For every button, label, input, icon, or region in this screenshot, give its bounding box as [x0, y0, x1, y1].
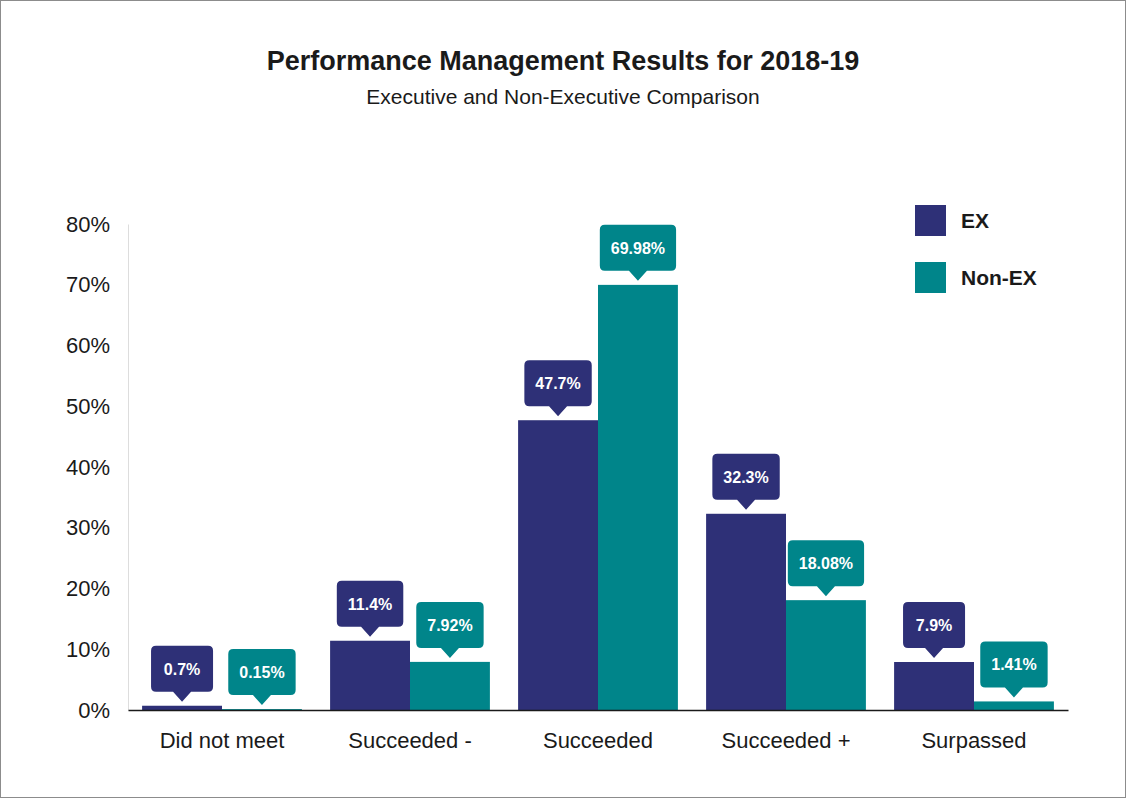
bar [598, 285, 678, 710]
x-tick-label: Surpassed [921, 728, 1026, 753]
data-label-text: 32.3% [723, 469, 768, 486]
y-tick-label: 50% [66, 394, 110, 419]
data-labels: 0.7% 11.4% 47.7% 32.3% 7.9% 0.15% 7.92% 69.98% 1… [151, 225, 1048, 705]
x-tick-label: Succeeded - [348, 728, 472, 753]
data-label: 18.08% [788, 540, 864, 596]
data-label-box [788, 540, 864, 596]
legend: EX Non-EX [915, 205, 1037, 293]
bar [518, 420, 598, 710]
x-axis-line [129, 710, 1069, 712]
x-tick-label: Succeeded + [721, 728, 850, 753]
x-tick-label: Did not meet [160, 728, 285, 753]
data-label-text: 7.92% [427, 617, 472, 634]
y-tick-label: 80% [66, 212, 110, 237]
bar [706, 514, 786, 710]
y-tick-label: 70% [66, 272, 110, 297]
data-label: 1.41% [980, 641, 1047, 697]
y-tick: 0% [78, 698, 128, 723]
chart: Performance Management Results for 2018-… [0, 0, 1126, 798]
x-axis: Did not meet Succeeded - Succeeded Succeede… [129, 710, 1069, 753]
bar [786, 600, 866, 710]
bar [330, 641, 410, 710]
x-tick: Succeeded - [348, 710, 472, 753]
y-tick: 70% [66, 272, 128, 297]
legend-label: EX [961, 209, 989, 232]
y-tick-label: 40% [66, 455, 110, 480]
y-tick-label: 10% [66, 637, 110, 662]
x-tick-label: Succeeded [543, 728, 653, 753]
y-axis: 0% 10% 20% 30% 40% 50% 60% 70% 80% [66, 212, 129, 723]
y-tick: 60% [66, 333, 128, 358]
bar [974, 701, 1054, 710]
data-label-box [712, 454, 779, 510]
x-tick: Succeeded [543, 710, 653, 753]
data-label: 7.92% [416, 602, 483, 658]
x-tick: Surpassed [921, 710, 1026, 753]
data-label-box [151, 646, 213, 702]
data-label-text: 0.7% [164, 661, 200, 678]
bar [894, 662, 974, 710]
data-label-text: 1.41% [991, 656, 1036, 673]
legend-swatch [915, 205, 946, 236]
legend-label: Non-EX [961, 266, 1037, 289]
y-tick: 10% [66, 637, 128, 662]
data-label-text: 11.4% [348, 596, 392, 613]
y-tick: 30% [66, 515, 128, 540]
bar [142, 706, 222, 710]
y-tick: 40% [66, 455, 128, 480]
y-tick: 80% [66, 212, 128, 237]
title: Performance Management Results for 2018-… [267, 46, 860, 76]
data-label-box [228, 649, 295, 705]
data-label-box [524, 360, 591, 416]
data-label: 69.98% [600, 225, 676, 281]
x-tick: Succeeded + [721, 710, 850, 753]
data-label-box [980, 641, 1047, 697]
y-tick-label: 0% [78, 698, 110, 723]
data-label-text: 7.9% [916, 617, 952, 634]
y-tick: 50% [66, 394, 128, 419]
data-label-text: 47.7% [535, 375, 580, 392]
data-label-text: 18.08% [799, 555, 853, 572]
data-label: 47.7% [524, 360, 591, 416]
data-label-text: 0.15% [239, 664, 284, 681]
x-tick: Did not meet [160, 710, 285, 753]
legend-swatch [915, 262, 946, 293]
data-label-box [600, 225, 676, 281]
data-label: 32.3% [712, 454, 779, 510]
y-tick-label: 20% [66, 576, 110, 601]
data-label: 0.7% [151, 646, 213, 702]
data-label: 7.9% [903, 602, 965, 658]
data-label-box [337, 581, 403, 637]
data-label: 11.4% [337, 581, 403, 637]
y-tick-label: 60% [66, 333, 110, 358]
data-label-box [416, 602, 483, 658]
data-label: 0.15% [228, 649, 295, 705]
bars [142, 285, 1054, 710]
y-tick: 20% [66, 576, 128, 601]
subtitle: Executive and Non-Executive Comparison [366, 85, 759, 108]
frame [1, 1, 1126, 798]
y-tick-label: 30% [66, 515, 110, 540]
y-axis-line [128, 225, 129, 711]
data-label-text: 69.98% [611, 240, 665, 257]
bar [410, 662, 490, 710]
data-label-box [903, 602, 965, 658]
